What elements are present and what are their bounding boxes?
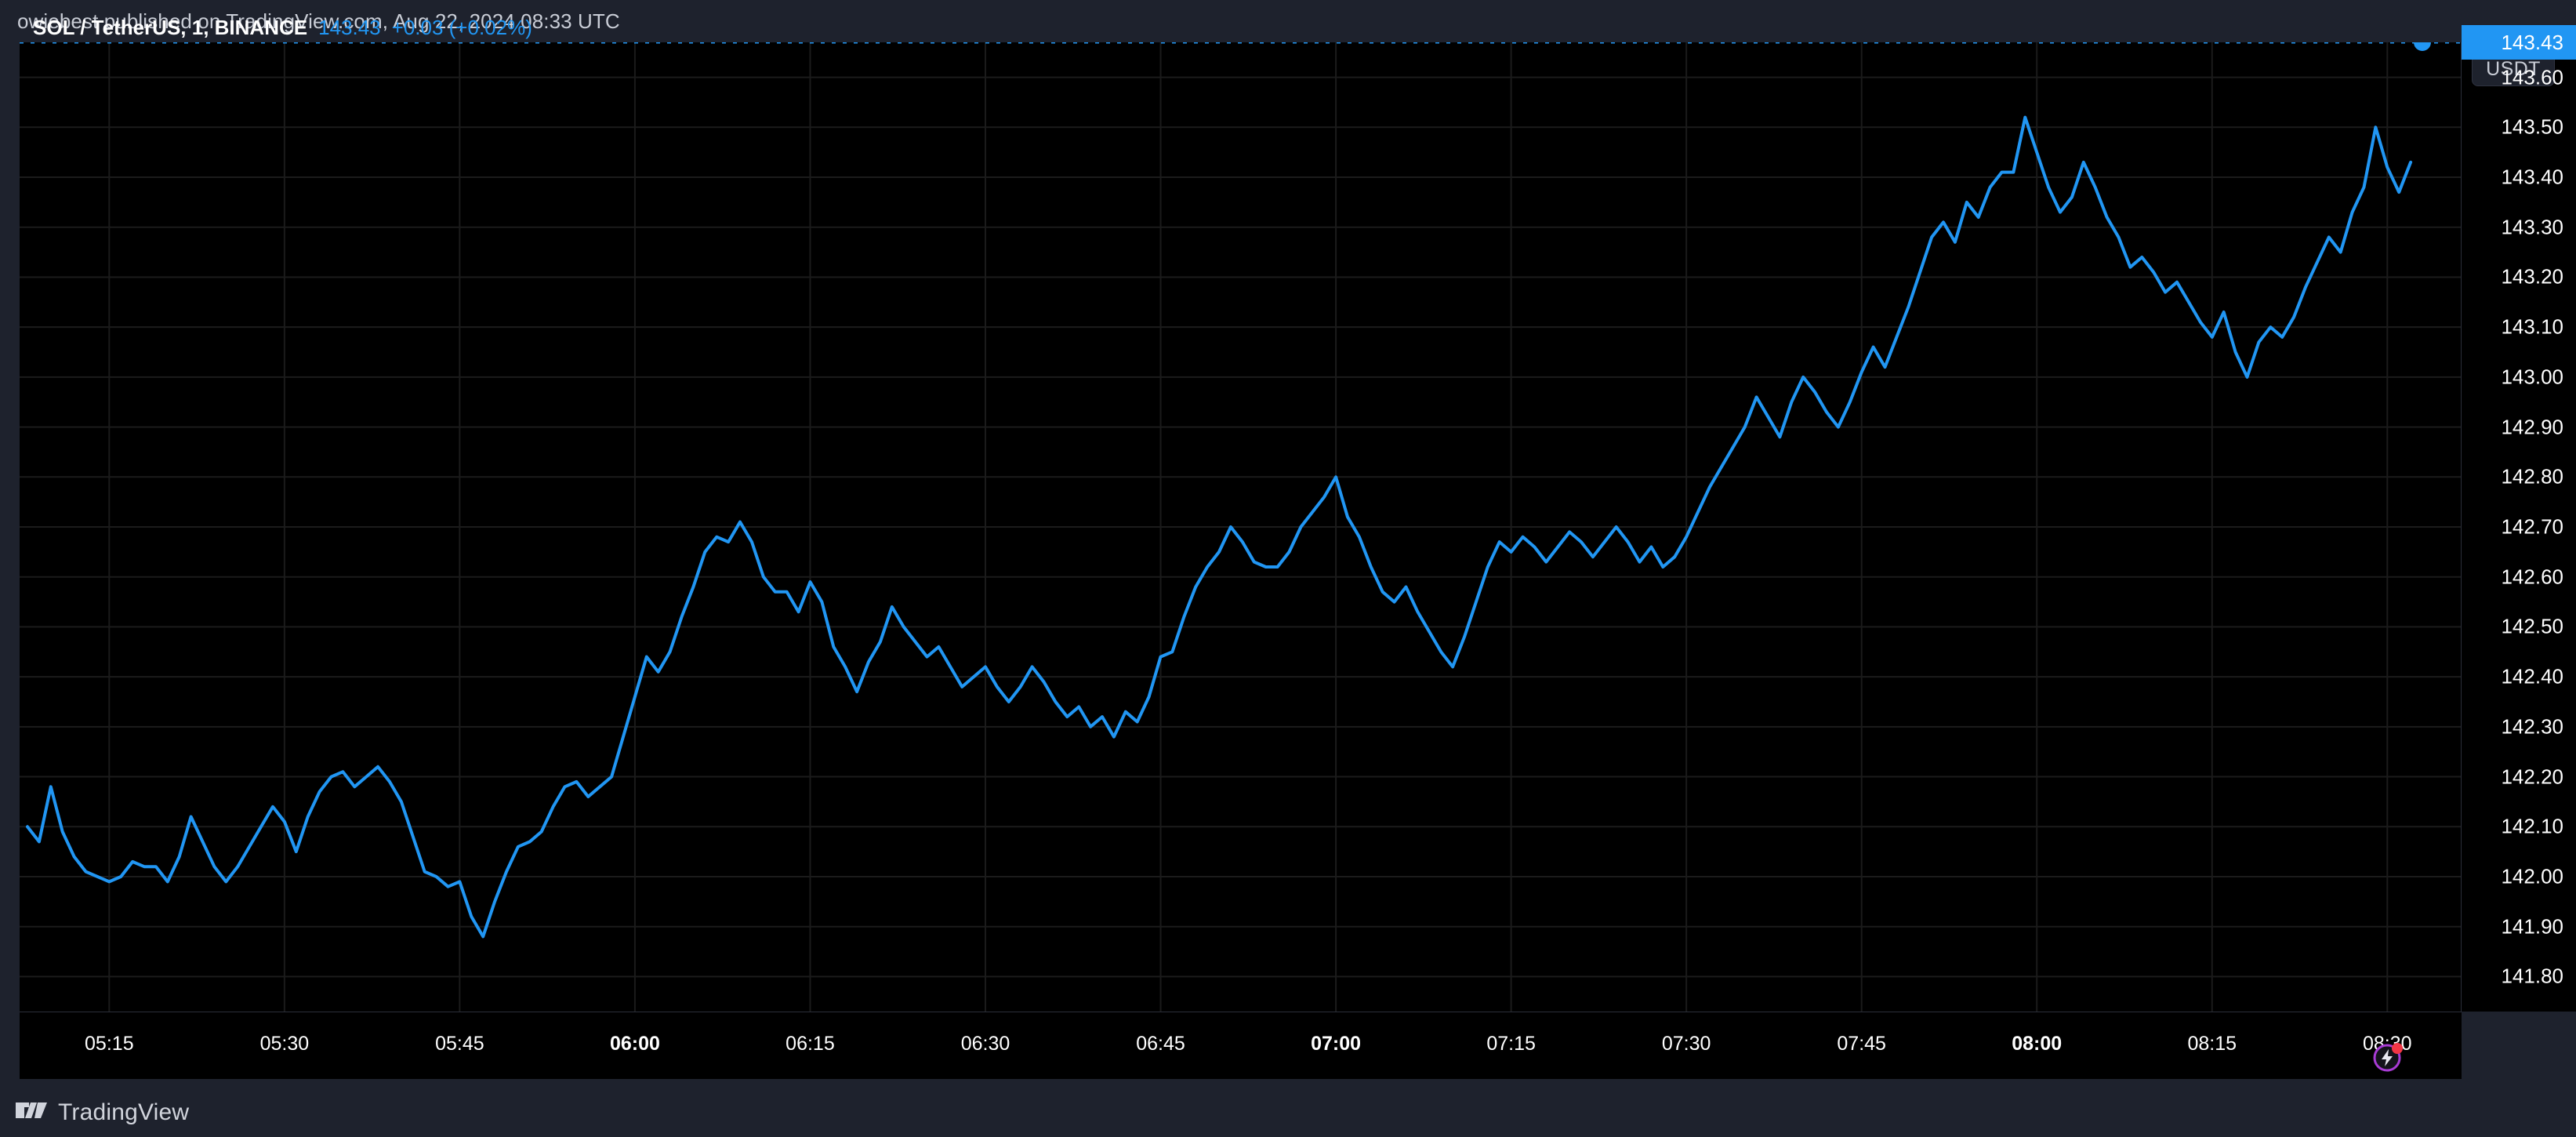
chart-frame: USDT 143.60 143.50 143.40 143.30 143.20 143.1… [0, 25, 2576, 1088]
legend-symbol-label: SOL / TetherUS, 1, BINANCE [33, 16, 308, 39]
legend-price-change: +0.03 (+0.02%) [391, 16, 532, 39]
time-tick-label: 07:45 [1837, 1033, 1886, 1055]
tradingview-logo-text: TradingView [58, 1099, 190, 1125]
price-tick-label: 142.00 [2501, 864, 2563, 888]
tradingview-logo[interactable]: TradingView [16, 1099, 189, 1126]
current-price-badge-label: 143.43 [2501, 30, 2563, 54]
price-tick-label: 142.10 [2501, 814, 2563, 838]
price-tick-label: 142.20 [2501, 765, 2563, 789]
attribution-bar: owiebest published on TradingView.com, A… [0, 0, 2576, 42]
price-scale[interactable]: USDT 143.60 143.50 143.40 143.30 143.20 143.1… [2462, 25, 2576, 1012]
time-tick-label: 07:30 [1661, 1033, 1711, 1055]
price-tick-label: 142.90 [2501, 415, 2563, 439]
time-tick-label: 06:45 [1136, 1033, 1185, 1055]
price-tick-label: 142.40 [2501, 664, 2563, 688]
price-tick-label: 143.00 [2501, 365, 2563, 389]
time-tick-label: 06:00 [609, 1033, 660, 1055]
time-tick-label: 05:30 [259, 1033, 310, 1055]
price-tick-label: 143.30 [2501, 215, 2563, 239]
price-tick-label: 142.60 [2501, 565, 2563, 589]
price-tick-label: 143.50 [2501, 114, 2563, 139]
left-gutter [0, 42, 20, 1088]
price-line-chart [20, 42, 2462, 1012]
price-tick-label: 143.20 [2501, 264, 2563, 289]
price-tick-label: 143.40 [2501, 165, 2563, 189]
chart-legend[interactable]: SOL / TetherUS, 1, BINANCE 143.43 +0.03 … [33, 16, 532, 40]
legend-last-price: 143.43 [318, 16, 381, 39]
tradingview-logo-icon [16, 1102, 47, 1118]
time-tick-label: 07:15 [1486, 1033, 1536, 1055]
time-tick-label: 06:15 [785, 1033, 835, 1055]
time-tick-label: 07:00 [1311, 1033, 1362, 1055]
price-tick-label: 142.30 [2501, 714, 2563, 739]
time-tick-label: 08:15 [2187, 1033, 2237, 1055]
footer-bar: TradingView [0, 1088, 2576, 1137]
price-tick-label: 142.80 [2501, 464, 2563, 489]
price-tick-label: 143.60 [2501, 65, 2563, 89]
current-price-badge[interactable]: 143.43 [2462, 25, 2576, 60]
time-scale[interactable]: 05:15 05:30 05:45 06:00 06:15 06:30 06:45 07:00… [20, 1012, 2462, 1079]
price-tick-label: 143.10 [2501, 314, 2563, 339]
horizontal-gridlines [20, 76, 2462, 978]
plot-area[interactable] [20, 42, 2462, 1012]
time-tick-label: 06:30 [960, 1033, 1010, 1055]
price-tick-label: 141.80 [2501, 964, 2563, 988]
attribution-text: owiebest published on TradingView.com, A… [17, 9, 620, 33]
last-price-marker [2414, 42, 2431, 51]
price-tick-label: 142.50 [2501, 614, 2563, 638]
time-tick-label: 05:45 [435, 1033, 484, 1055]
spark-badge[interactable] [2371, 1039, 2407, 1075]
currency-badge-label: USDT [2486, 57, 2541, 80]
lightning-bolt-icon [2382, 1049, 2393, 1066]
notification-dot-icon [2392, 1043, 2403, 1054]
price-line-series [26, 115, 2413, 939]
price-tick-label: 141.90 [2501, 914, 2563, 939]
time-tick-label: 08:00 [2012, 1033, 2063, 1055]
price-tick-label: 142.70 [2501, 514, 2563, 539]
time-scale-corner [2462, 1012, 2576, 1079]
vertical-gridlines [108, 42, 2389, 1012]
time-tick-label: 05:15 [85, 1033, 134, 1055]
price-scale-divider [2461, 42, 2462, 1012]
